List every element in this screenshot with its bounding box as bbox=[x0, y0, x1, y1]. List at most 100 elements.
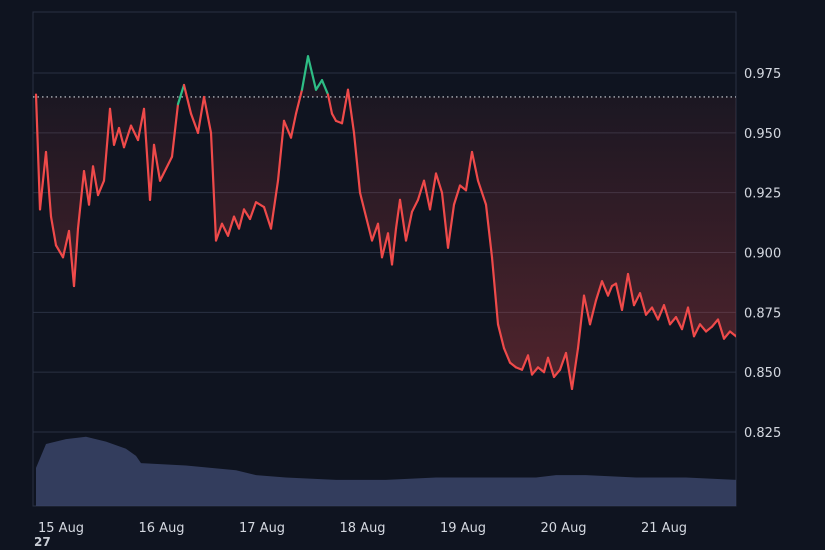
price-segment-64 bbox=[398, 198, 408, 242]
price-segment-6 bbox=[67, 229, 76, 288]
price-segment-69 bbox=[428, 172, 438, 211]
price-segment-56 bbox=[358, 191, 368, 218]
price-segment-45 bbox=[294, 88, 304, 115]
price-segment-8 bbox=[76, 170, 86, 230]
y-axis-ticks: 0.825 0.850 0.875 0.900 0.925 0.950 0.975 bbox=[744, 67, 781, 441]
price-segment-96 bbox=[588, 299, 598, 326]
x-axis-ticks: 15 Aug 16 Aug 17 Aug 18 Aug 19 Aug 20 Aug 21 A… bbox=[38, 521, 687, 536]
price-segment-75 bbox=[464, 150, 474, 192]
price-segment-66 bbox=[410, 198, 420, 213]
price-segment-26 bbox=[176, 83, 186, 106]
price-segment-1 bbox=[38, 150, 48, 211]
y-tick-label-6: 0.975 bbox=[744, 67, 781, 82]
price-segment-80 bbox=[496, 323, 506, 350]
price-segment-4 bbox=[54, 244, 65, 259]
price-segment-39 bbox=[254, 201, 266, 209]
price-segment-20 bbox=[142, 107, 152, 201]
price-segment-11 bbox=[91, 165, 100, 197]
price-segment-91 bbox=[558, 351, 568, 371]
volume-fill bbox=[36, 436, 736, 506]
price-segment-14 bbox=[108, 107, 116, 146]
price-segment-17 bbox=[122, 124, 133, 149]
price-segment-81 bbox=[502, 347, 512, 364]
price-segment-97 bbox=[594, 280, 604, 302]
price-segment-106 bbox=[644, 306, 654, 316]
stray-label: 27 bbox=[34, 535, 51, 549]
price-segment-0 bbox=[34, 93, 42, 211]
price-segment-38 bbox=[248, 201, 258, 221]
price-segment-7 bbox=[72, 227, 80, 288]
x-tick-label-4: 19 Aug bbox=[440, 521, 486, 536]
price-segment-108 bbox=[656, 304, 666, 321]
price-segment-54 bbox=[346, 88, 356, 134]
price-segment-25 bbox=[170, 103, 180, 158]
price-segment-50 bbox=[326, 93, 334, 115]
price-segment-62 bbox=[390, 227, 398, 266]
price-segment-115 bbox=[698, 323, 708, 333]
price-segment-18 bbox=[129, 124, 140, 142]
price-segment-31 bbox=[209, 131, 218, 242]
price-segment-109 bbox=[662, 304, 672, 326]
price-segment-94 bbox=[576, 294, 586, 350]
price-segment-22 bbox=[152, 143, 162, 182]
price-segment-3 bbox=[49, 215, 58, 247]
price-segment-105 bbox=[638, 292, 648, 316]
price-segment-117 bbox=[710, 318, 720, 328]
price-segment-107 bbox=[650, 306, 660, 321]
price-segment-116 bbox=[704, 325, 714, 333]
price-segment-90 bbox=[552, 368, 562, 379]
price-segment-82 bbox=[508, 361, 518, 369]
price-segment-40 bbox=[262, 205, 273, 230]
price-segment-65 bbox=[404, 210, 414, 242]
x-tick-label-3: 18 Aug bbox=[340, 521, 386, 536]
price-line bbox=[34, 55, 736, 391]
price-segment-98 bbox=[600, 280, 610, 297]
price-segment-112 bbox=[680, 306, 690, 331]
price-segment-46 bbox=[300, 55, 310, 91]
price-segment-10 bbox=[87, 165, 95, 206]
price-area bbox=[36, 56, 736, 389]
price-segment-23 bbox=[158, 167, 168, 182]
price-segment-111 bbox=[674, 316, 684, 331]
price-segment-72 bbox=[446, 203, 456, 249]
price-segment-102 bbox=[620, 272, 630, 312]
price-segment-15 bbox=[112, 126, 121, 146]
y-tick-label-5: 0.950 bbox=[744, 127, 781, 142]
price-segment-110 bbox=[668, 316, 678, 326]
price-segment-77 bbox=[476, 179, 488, 206]
price-segment-36 bbox=[237, 208, 246, 230]
price-segment-61 bbox=[386, 232, 394, 266]
price-segment-84 bbox=[520, 354, 530, 371]
price-segment-9 bbox=[82, 170, 91, 206]
x-tick-label-6: 21 Aug bbox=[641, 521, 687, 536]
price-segment-42 bbox=[276, 119, 286, 182]
price-segment-44 bbox=[289, 112, 298, 139]
price-segment-63 bbox=[394, 198, 402, 230]
price-segment-33 bbox=[220, 222, 230, 237]
price-segment-70 bbox=[434, 172, 444, 194]
x-tick-label-5: 20 Aug bbox=[541, 521, 587, 536]
price-segment-86 bbox=[530, 366, 540, 376]
price-segment-34 bbox=[226, 215, 236, 237]
price-segment-88 bbox=[542, 356, 550, 374]
price-segment-71 bbox=[440, 191, 450, 249]
price-segment-85 bbox=[526, 354, 534, 376]
price-segment-27 bbox=[182, 83, 193, 115]
price-segment-114 bbox=[692, 323, 702, 338]
price-segment-119 bbox=[722, 330, 732, 340]
price-segment-92 bbox=[564, 351, 574, 391]
y-tick-label-0: 0.825 bbox=[744, 426, 781, 441]
x-tick-label-0: 15 Aug bbox=[38, 521, 84, 536]
price-segment-32 bbox=[214, 222, 224, 242]
x-tick-label-2: 17 Aug bbox=[239, 521, 285, 536]
price-segment-48 bbox=[314, 79, 324, 91]
price-segment-13 bbox=[102, 107, 112, 182]
price-segment-121 bbox=[734, 334, 736, 338]
price-segment-2 bbox=[44, 150, 53, 218]
price-segment-43 bbox=[282, 119, 293, 139]
price-segment-99 bbox=[606, 284, 614, 297]
price-segment-59 bbox=[376, 222, 384, 259]
price-area-fill bbox=[36, 56, 736, 389]
price-segment-87 bbox=[536, 366, 546, 374]
price-segment-74 bbox=[458, 184, 468, 192]
